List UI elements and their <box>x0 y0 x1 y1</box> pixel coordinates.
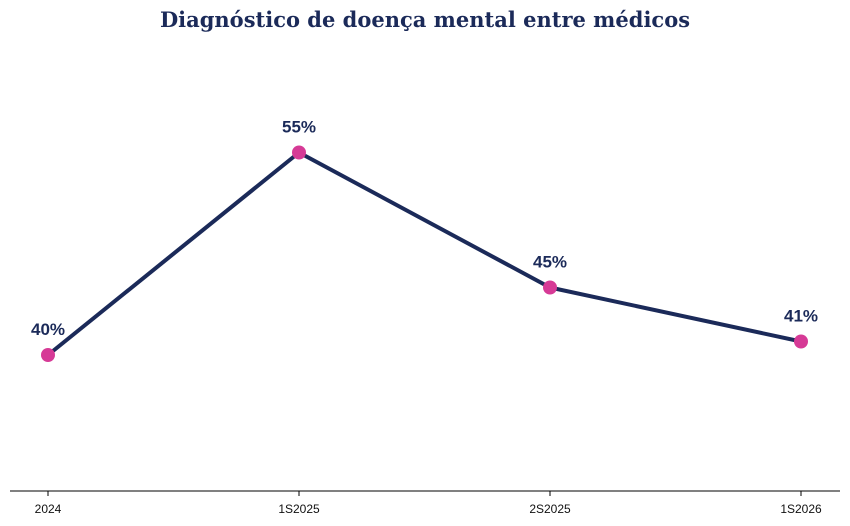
data-point <box>543 280 557 295</box>
series-line-group <box>46 150 803 357</box>
data-label: 45% <box>533 253 567 272</box>
chart-title: Diagnóstico de doença mental entre médic… <box>160 7 690 32</box>
data-point <box>794 334 808 349</box>
data-label: 55% <box>282 118 316 137</box>
data-label: 40% <box>31 320 65 339</box>
data-label: 41% <box>784 307 818 326</box>
x-tick-label: 1S2026 <box>780 502 822 516</box>
data-point <box>41 348 55 362</box>
x-tick-label: 2S2025 <box>529 502 571 516</box>
data-label-group: 40% 55% 45% 41% <box>31 118 818 340</box>
x-axis: 2024 1S2025 2S2025 1S2026 <box>10 490 840 516</box>
series-line <box>46 150 803 357</box>
data-point-group <box>41 145 808 362</box>
data-point <box>292 145 306 160</box>
x-tick-label: 2024 <box>35 502 62 516</box>
x-tick-label: 1S2025 <box>278 502 320 516</box>
